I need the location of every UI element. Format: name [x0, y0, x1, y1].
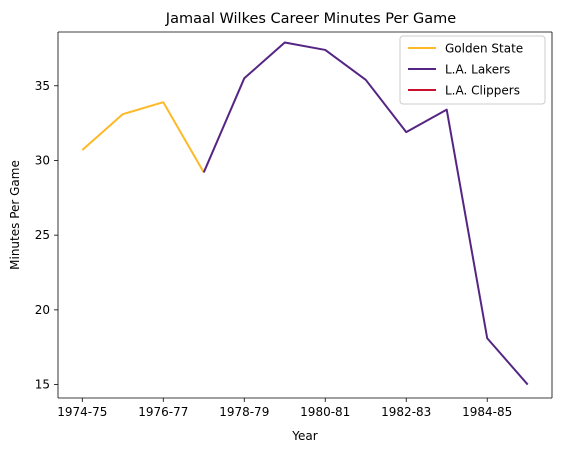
legend: Golden State L.A. Lakers L.A. Clippers: [399, 35, 546, 105]
chart-title: Jamaal Wilkes Career Minutes Per Game: [165, 11, 456, 27]
x-tick-label: 1974-75: [57, 405, 107, 419]
series-line-golden-state: [81, 101, 205, 173]
x-tick-label: 1984-85: [462, 405, 512, 419]
y-tick-label: 35: [35, 79, 50, 93]
y-tick-label: 30: [35, 153, 50, 167]
x-tick-label: 1980-81: [300, 405, 350, 419]
x-tick-label: 1976-77: [138, 405, 188, 419]
axes-frame: [57, 31, 553, 399]
y-tick-label: 25: [35, 228, 50, 242]
x-axis-ticks: 1974-75 1976-77 1978-79 1980-81 1982-83 1984-…: [57, 398, 512, 419]
x-tick-label: 1982-83: [381, 405, 431, 419]
x-axis-label: Year: [291, 429, 317, 443]
legend-label-golden-state: Golden State: [445, 42, 523, 56]
y-axis-label: Minutes Per Game: [8, 160, 22, 270]
x-tick-label: 1978-79: [219, 405, 269, 419]
y-tick-label: 20: [35, 303, 50, 317]
series-layer: [81, 41, 529, 386]
series-line-l-a-lakers: [202, 41, 529, 386]
legend-label-l-a-clippers: L.A. Clippers: [445, 84, 520, 98]
legend-label-l-a-lakers: L.A. Lakers: [445, 63, 510, 77]
y-axis-ticks: 15 20 25 30 35: [35, 79, 58, 392]
y-tick-label: 15: [35, 378, 50, 392]
legend-box: [399, 35, 546, 105]
